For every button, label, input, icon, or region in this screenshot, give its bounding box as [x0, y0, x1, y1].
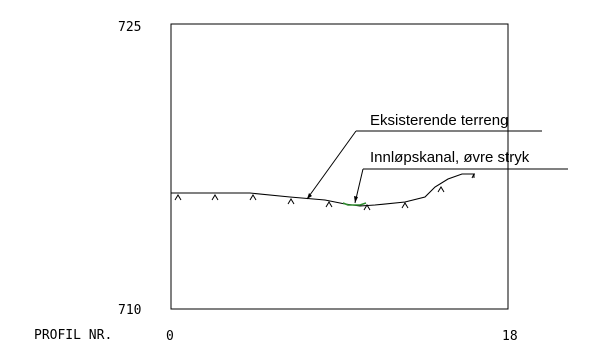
station-start-label: 0 — [166, 329, 174, 344]
profile-frame — [170, 23, 509, 310]
station-end-label: 18 — [502, 329, 518, 344]
terrain-annotation-label: Eksisterende terreng — [370, 112, 508, 129]
terrain-hatch-marks — [174, 173, 475, 211]
terrain-tick — [471, 173, 475, 179]
terrain-leader-arrow — [307, 193, 312, 199]
channel-annotation-label: Innløpskanal, øvre stryk — [370, 149, 530, 166]
terrain-line — [171, 173, 475, 207]
elevation-top-label: 725 — [118, 20, 141, 35]
profile-number-label: PROFIL NR. — [34, 328, 112, 343]
terrain-tick — [174, 194, 182, 201]
terrain-tick — [325, 201, 333, 208]
terrain-tick — [363, 204, 371, 211]
inlet-channel-line — [342, 202, 367, 206]
elevation-bottom-label: 710 — [118, 303, 141, 318]
terrain-leader-line — [306, 130, 357, 200]
terrain-tick — [401, 202, 409, 209]
terrain-tick — [249, 194, 257, 201]
terrain-tick — [437, 186, 445, 193]
terrain-tick — [287, 198, 295, 205]
terrain-tick — [211, 194, 219, 201]
channel-leader-arrow — [354, 196, 358, 203]
